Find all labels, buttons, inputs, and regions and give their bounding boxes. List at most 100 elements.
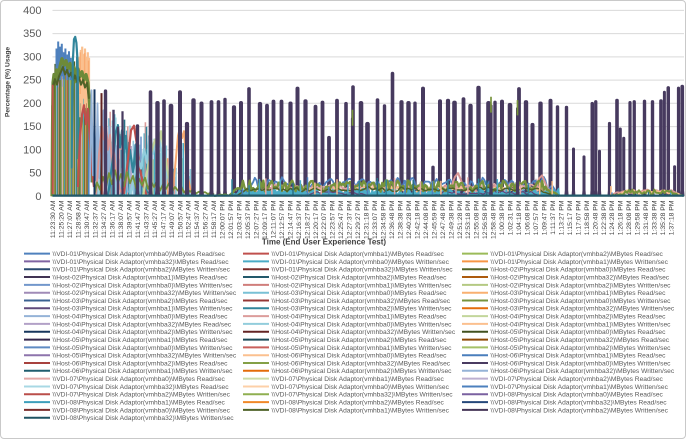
svg-text:\\VDI-01\Physical Disk Adaptor: \\VDI-01\Physical Disk Adaptor(vmhba0)\M… bbox=[53, 251, 226, 258]
svg-text:\\Host-05\Physical Disk Adapto: \\Host-05\Physical Disk Adaptor(vmhba32)… bbox=[491, 337, 670, 344]
svg-text:\\Host-04\Physical Disk Adapto: \\Host-04\Physical Disk Adaptor(vmhba1)\… bbox=[491, 321, 672, 328]
svg-text:1:37:18 PM: 1:37:18 PM bbox=[669, 200, 676, 235]
svg-text:50: 50 bbox=[29, 168, 41, 180]
svg-text:11:54:37 AM: 11:54:37 AM bbox=[194, 200, 201, 238]
svg-text:\\Host-04\Physical Disk Adapto: \\Host-04\Physical Disk Adaptor(vmhba32)… bbox=[272, 329, 456, 336]
svg-text:11:32:37 AM: 11:32:37 AM bbox=[93, 200, 100, 238]
svg-text:12:49:38 PM: 12:49:38 PM bbox=[448, 200, 455, 239]
svg-text:\\Host-02\Physical Disk Adapto: \\Host-02\Physical Disk Adaptor(vmhba0)\… bbox=[491, 267, 667, 274]
svg-text:12:23:57 PM: 12:23:57 PM bbox=[330, 200, 337, 239]
svg-text:12:44:08 PM: 12:44:08 PM bbox=[423, 200, 430, 239]
svg-text:\\Host-05\Physical Disk Adapto: \\Host-05\Physical Disk Adaptor(vmhba0)\… bbox=[491, 329, 667, 336]
svg-text:\\Host-05\Physical Disk Adapto: \\Host-05\Physical Disk Adaptor(vmhba32)… bbox=[53, 353, 237, 360]
svg-text:11:45:27 AM: 11:45:27 AM bbox=[152, 200, 159, 238]
svg-text:\\Host-03\Physical Disk Adapto: \\Host-03\Physical Disk Adaptor(vmhba2)\… bbox=[53, 298, 229, 305]
svg-text:1:31:48 PM: 1:31:48 PM bbox=[643, 200, 650, 235]
svg-text:12:33:07 PM: 12:33:07 PM bbox=[372, 200, 379, 239]
svg-text:400: 400 bbox=[23, 5, 41, 17]
svg-text:\\VDI-01\Physical Disk Adaptor: \\VDI-01\Physical Disk Adaptor(vmhba0)\M… bbox=[272, 259, 450, 266]
svg-text:\\Host-06\Physical Disk Adapto: \\Host-06\Physical Disk Adaptor(vmhba0)\… bbox=[491, 360, 672, 367]
svg-text:\\Host-03\Physical Disk Adapto: \\Host-03\Physical Disk Adaptor(vmhba0)\… bbox=[491, 298, 672, 305]
svg-text:\\Host-03\Physical Disk Adapto: \\Host-03\Physical Disk Adaptor(vmhba1)\… bbox=[491, 290, 667, 297]
svg-text:12:03:47 PM: 12:03:47 PM bbox=[237, 200, 244, 239]
svg-text:1:04:18 PM: 1:04:18 PM bbox=[516, 200, 523, 235]
svg-text:1:20:48 PM: 1:20:48 PM bbox=[592, 200, 599, 235]
svg-text:\\Host-02\Physical Disk Adapto: \\Host-02\Physical Disk Adaptor(vmhba2)\… bbox=[491, 282, 672, 289]
svg-text:\\Host-05\Physical Disk Adapto: \\Host-05\Physical Disk Adaptor(vmhba1)\… bbox=[53, 337, 229, 344]
svg-text:\\VDI-01\Physical Disk Adaptor: \\VDI-01\Physical Disk Adaptor(vmhba32)\… bbox=[53, 259, 230, 266]
svg-text:\\VDI-07\Physical Disk Adaptor: \\VDI-07\Physical Disk Adaptor(vmhba0)\M… bbox=[272, 384, 450, 391]
svg-text:\\VDI-01\Physical Disk Adaptor: \\VDI-01\Physical Disk Adaptor(vmhba1)\M… bbox=[491, 259, 669, 266]
svg-text:11:56:27 AM: 11:56:27 AM bbox=[203, 200, 210, 238]
svg-text:Time (End User Experience Test: Time (End User Experience Test) bbox=[262, 237, 387, 246]
svg-text:12:05:37 PM: 12:05:37 PM bbox=[245, 200, 252, 239]
svg-text:12:53:18 PM: 12:53:18 PM bbox=[465, 200, 472, 239]
svg-text:1:28:08 PM: 1:28:08 PM bbox=[626, 200, 633, 235]
svg-text:\\Host-04\Physical Disk Adapto: \\Host-04\Physical Disk Adaptor(vmhba1)\… bbox=[272, 314, 448, 321]
svg-text:12:27:37 PM: 12:27:37 PM bbox=[347, 200, 354, 239]
svg-text:\\Host-02\Physical Disk Adapto: \\Host-02\Physical Disk Adaptor(vmhba32)… bbox=[53, 290, 237, 297]
svg-text:11:47:17 AM: 11:47:17 AM bbox=[160, 200, 167, 238]
svg-text:12:14:47 PM: 12:14:47 PM bbox=[287, 200, 294, 239]
svg-text:\\Host-02\Physical Disk Adapto: \\Host-02\Physical Disk Adaptor(vmhba32)… bbox=[491, 274, 670, 281]
svg-text:11:43:37 AM: 11:43:37 AM bbox=[143, 200, 150, 238]
svg-text:\\Host-05\Physical Disk Adapto: \\Host-05\Physical Disk Adaptor(vmhba2)\… bbox=[491, 345, 672, 352]
svg-text:12:38:38 PM: 12:38:38 PM bbox=[398, 200, 405, 239]
svg-text:\\VDI-07\Physical Disk Adaptor: \\VDI-07\Physical Disk Adaptor(vmhba2)\M… bbox=[491, 376, 664, 383]
svg-text:1:22:38 PM: 1:22:38 PM bbox=[601, 200, 608, 235]
svg-text:\\Host-03\Physical Disk Adapto: \\Host-03\Physical Disk Adaptor(vmhba1)\… bbox=[53, 306, 234, 313]
svg-text:12:55:08 PM: 12:55:08 PM bbox=[474, 200, 481, 239]
svg-text:\\Host-06\Physical Disk Adapto: \\Host-06\Physical Disk Adaptor(vmhba32)… bbox=[272, 360, 451, 367]
svg-text:12:12:57 PM: 12:12:57 PM bbox=[279, 200, 286, 239]
svg-text:12:20:17 PM: 12:20:17 PM bbox=[313, 200, 320, 239]
svg-text:11:23:30 AM: 11:23:30 AM bbox=[50, 200, 57, 238]
svg-text:11:39:57 AM: 11:39:57 AM bbox=[126, 200, 133, 238]
svg-text:\\Host-05\Physical Disk Adapto: \\Host-05\Physical Disk Adaptor(vmhba1)\… bbox=[272, 345, 453, 352]
svg-text:\\Host-02\Physical Disk Adapto: \\Host-02\Physical Disk Adaptor(vmhba1)\… bbox=[272, 282, 453, 289]
svg-text:12:45:59 PM: 12:45:59 PM bbox=[431, 200, 438, 239]
svg-text:\\VDI-08\Physical Disk Adaptor: \\VDI-08\Physical Disk Adaptor(vmhba2)\M… bbox=[491, 407, 669, 414]
svg-text:Percentage (%) Usage: Percentage (%) Usage bbox=[5, 47, 12, 118]
svg-text:12:25:47 PM: 12:25:47 PM bbox=[338, 200, 345, 239]
svg-text:11:41:47 AM: 11:41:47 AM bbox=[135, 200, 142, 238]
svg-text:12:34:58 PM: 12:34:58 PM bbox=[381, 200, 388, 239]
svg-text:\\Host-03\Physical Disk Adapto: \\Host-03\Physical Disk Adaptor(vmhba32)… bbox=[272, 298, 451, 305]
svg-text:12:29:27 PM: 12:29:27 PM bbox=[355, 200, 362, 239]
svg-text:\\VDI-08\Physical Disk Adaptor: \\VDI-08\Physical Disk Adaptor(vmhba2)\M… bbox=[272, 400, 445, 407]
svg-text:12:36:48 PM: 12:36:48 PM bbox=[389, 200, 396, 239]
svg-text:11:27:07 AM: 11:27:07 AM bbox=[67, 200, 74, 238]
svg-text:12:11:07 PM: 12:11:07 PM bbox=[270, 200, 277, 238]
svg-text:\\VDI-07\Physical Disk Adaptor: \\VDI-07\Physical Disk Adaptor(vmhba2)\M… bbox=[53, 392, 231, 399]
svg-text:350: 350 bbox=[23, 28, 41, 40]
svg-text:\\VDI-08\Physical Disk Adaptor: \\VDI-08\Physical Disk Adaptor(vmhba0)\M… bbox=[491, 392, 664, 399]
svg-text:100: 100 bbox=[23, 144, 41, 156]
svg-text:12:09:17 PM: 12:09:17 PM bbox=[262, 200, 269, 239]
svg-text:12:18:27 PM: 12:18:27 PM bbox=[304, 200, 311, 239]
svg-text:12:00:07 PM: 12:00:07 PM bbox=[220, 200, 227, 239]
svg-text:12:42:18 PM: 12:42:18 PM bbox=[414, 200, 421, 239]
svg-text:12:56:58 PM: 12:56:58 PM bbox=[482, 200, 489, 239]
svg-text:11:25:20 AM: 11:25:20 AM bbox=[59, 200, 66, 238]
svg-text:200: 200 bbox=[23, 98, 41, 110]
svg-text:11:52:47 AM: 11:52:47 AM bbox=[186, 200, 193, 238]
svg-text:\\Host-06\Physical Disk Adapto: \\Host-06\Physical Disk Adaptor(vmhba0)\… bbox=[272, 353, 448, 360]
svg-text:\\Host-03\Physical Disk Adapto: \\Host-03\Physical Disk Adaptor(vmhba0)\… bbox=[272, 290, 448, 297]
svg-text:0: 0 bbox=[35, 191, 41, 203]
svg-text:1:00:38 PM: 1:00:38 PM bbox=[499, 200, 506, 235]
svg-text:11:36:17 AM: 11:36:17 AM bbox=[110, 200, 117, 238]
svg-text:1:26:18 PM: 1:26:18 PM bbox=[618, 200, 625, 235]
svg-text:\\Host-06\Physical Disk Adapto: \\Host-06\Physical Disk Adaptor(vmhba1)\… bbox=[53, 368, 234, 375]
svg-text:12:58:48 PM: 12:58:48 PM bbox=[491, 200, 498, 239]
svg-text:\\Host-06\Physical Disk Adapto: \\Host-06\Physical Disk Adaptor(vmhba2)\… bbox=[53, 360, 229, 367]
svg-text:\\VDI-07\Physical Disk Adaptor: \\VDI-07\Physical Disk Adaptor(vmhba32)\… bbox=[272, 392, 454, 399]
svg-text:\\VDI-01\Physical Disk Adaptor: \\VDI-01\Physical Disk Adaptor(vmhba32)\… bbox=[272, 267, 454, 274]
svg-text:\\Host-02\Physical Disk Adapto: \\Host-02\Physical Disk Adaptor(vmhba1)\… bbox=[53, 274, 229, 281]
svg-text:\\Host-02\Physical Disk Adapto: \\Host-02\Physical Disk Adaptor(vmhba0)\… bbox=[53, 282, 234, 289]
svg-text:\\Host-06\Physical Disk Adapto: \\Host-06\Physical Disk Adaptor(vmhba2)\… bbox=[272, 368, 453, 375]
svg-text:250: 250 bbox=[23, 75, 41, 87]
svg-text:\\VDI-07\Physical Disk Adaptor: \\VDI-07\Physical Disk Adaptor(vmhba1)\M… bbox=[272, 376, 445, 383]
svg-text:\\VDI-08\Physical Disk Adaptor: \\VDI-08\Physical Disk Adaptor(vmhba32)\… bbox=[491, 400, 668, 407]
svg-text:11:49:07 AM: 11:49:07 AM bbox=[169, 200, 176, 238]
svg-text:\\Host-03\Physical Disk Adapto: \\Host-03\Physical Disk Adaptor(vmhba32)… bbox=[491, 306, 675, 313]
svg-text:11:30:47 AM: 11:30:47 AM bbox=[84, 200, 91, 238]
